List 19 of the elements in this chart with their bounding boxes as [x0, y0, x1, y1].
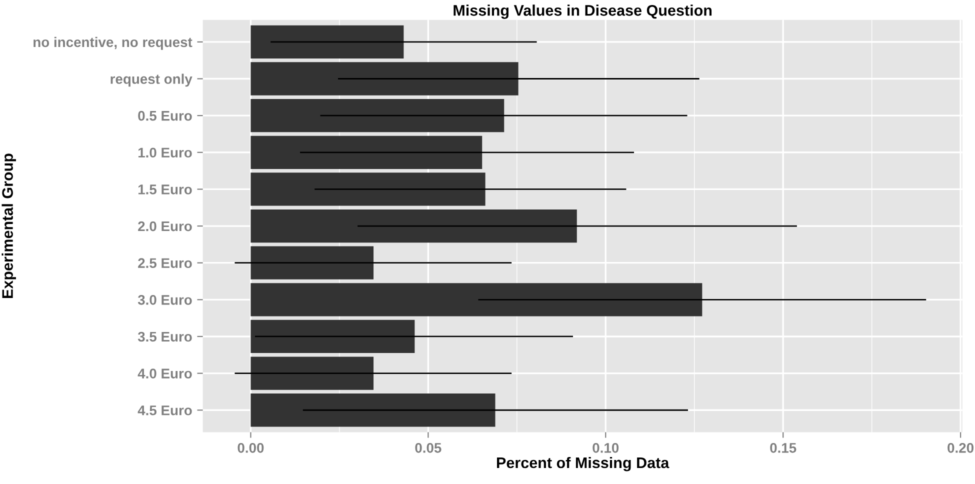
y-tick-label: 4.5 Euro: [138, 406, 192, 416]
y-tick-label: 4.0 Euro: [138, 368, 192, 378]
x-tick-label: 0.20: [948, 442, 974, 453]
y-tick-label: 1.0 Euro: [138, 148, 192, 158]
x-tick-label: 0.15: [770, 442, 796, 453]
y-tick-label: 3.5 Euro: [138, 332, 192, 342]
y-tick-label: 2.5 Euro: [138, 258, 192, 268]
y-tick-label: 1.5 Euro: [138, 184, 192, 194]
y-tick-label: 3.0 Euro: [138, 295, 192, 305]
y-axis-title: Experimental Group: [2, 154, 16, 298]
y-tick-label: no incentive, no request: [34, 36, 192, 50]
x-tick-label: 0.00: [238, 442, 264, 453]
x-tick-label: 0.05: [415, 442, 442, 453]
x-tick-label: 0.10: [592, 442, 619, 453]
y-tick-label: 2.0 Euro: [138, 221, 192, 232]
y-tick-label: request only: [110, 74, 192, 87]
x-axis-title: Percent of Missing Data: [496, 456, 670, 472]
y-tick-label: 0.5 Euro: [138, 110, 192, 121]
chart-title: Missing Values in Disease Question: [454, 4, 712, 19]
